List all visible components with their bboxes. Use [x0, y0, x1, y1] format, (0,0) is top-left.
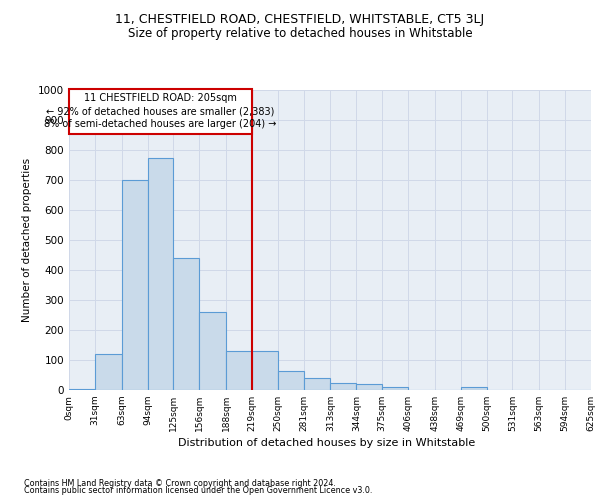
Text: Contains public sector information licensed under the Open Government Licence v3: Contains public sector information licen…: [24, 486, 373, 495]
Text: 11, CHESTFIELD ROAD, CHESTFIELD, WHITSTABLE, CT5 3LJ: 11, CHESTFIELD ROAD, CHESTFIELD, WHITSTA…: [115, 12, 485, 26]
Bar: [69, 88, 252, 134]
Bar: [461, 387, 487, 390]
Text: Size of property relative to detached houses in Whitstable: Size of property relative to detached ho…: [128, 28, 472, 40]
Bar: [331, 382, 356, 390]
Bar: [173, 258, 199, 390]
Bar: [95, 354, 122, 390]
Y-axis label: Number of detached properties: Number of detached properties: [22, 158, 32, 322]
Bar: [356, 384, 382, 390]
Bar: [382, 387, 408, 390]
Bar: [304, 378, 331, 390]
Text: Contains HM Land Registry data © Crown copyright and database right 2024.: Contains HM Land Registry data © Crown c…: [24, 478, 336, 488]
Bar: [148, 158, 173, 390]
Text: ← 92% of detached houses are smaller (2,383): ← 92% of detached houses are smaller (2,…: [46, 106, 275, 116]
Text: Distribution of detached houses by size in Whitstable: Distribution of detached houses by size …: [178, 438, 476, 448]
Bar: [278, 370, 304, 390]
Bar: [226, 351, 252, 390]
Bar: [199, 312, 226, 390]
Bar: [122, 180, 148, 390]
Bar: [252, 351, 278, 390]
Text: 8% of semi-detached houses are larger (204) →: 8% of semi-detached houses are larger (2…: [44, 118, 277, 128]
Bar: [69, 389, 95, 390]
Text: 11 CHESTFIELD ROAD: 205sqm: 11 CHESTFIELD ROAD: 205sqm: [84, 94, 237, 104]
